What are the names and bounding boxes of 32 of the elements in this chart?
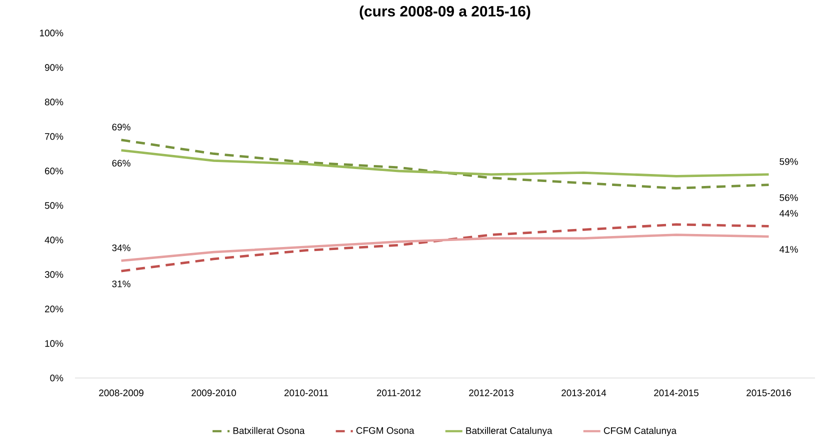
data-label: 69% xyxy=(112,124,130,130)
x-tick-label: 2010-2011 xyxy=(284,390,328,396)
y-tick-label: 50% xyxy=(44,202,64,209)
y-tick-label: 90% xyxy=(44,64,64,71)
data-label: 59% xyxy=(780,158,798,165)
y-tick-label: 30% xyxy=(44,271,64,278)
y-tick-label: 100% xyxy=(40,30,64,36)
x-tick-label: 2012-2013 xyxy=(469,390,514,396)
legend-label: Batxillerat Catalunya xyxy=(466,427,552,436)
y-tick-label: 60% xyxy=(45,168,64,174)
legend-label: CFGM Osona xyxy=(356,427,414,434)
data-label: 56% xyxy=(780,194,798,202)
x-tick-label: 2013-2014 xyxy=(562,390,606,396)
x-tick-label: 2009-2010 xyxy=(192,390,236,396)
legend-label: Batxillerat Osona xyxy=(233,427,305,434)
data-label: 44% xyxy=(780,210,798,217)
y-tick-label: 10% xyxy=(45,340,64,347)
y-tick-label: 20% xyxy=(45,306,64,312)
data-label: 66% xyxy=(112,160,130,167)
data-label: 31% xyxy=(112,280,130,288)
x-tick-label: 2008-2009 xyxy=(99,390,144,396)
y-tick-label: 80% xyxy=(44,98,64,106)
chart-title: (curs 2008-09 a 2015-16) xyxy=(360,6,530,20)
x-tick-label: 2015-2016 xyxy=(746,390,791,396)
legend-label: CFGM Catalunya xyxy=(604,427,677,436)
y-tick-label: 70% xyxy=(45,133,64,140)
y-tick-label: 0% xyxy=(50,374,64,382)
data-label: 41% xyxy=(780,246,798,253)
data-label: 34% xyxy=(112,244,130,252)
y-tick-label: 40% xyxy=(44,236,64,244)
x-tick-label: 2014-2015 xyxy=(654,390,698,396)
x-tick-label: 2011-2012 xyxy=(376,390,421,396)
